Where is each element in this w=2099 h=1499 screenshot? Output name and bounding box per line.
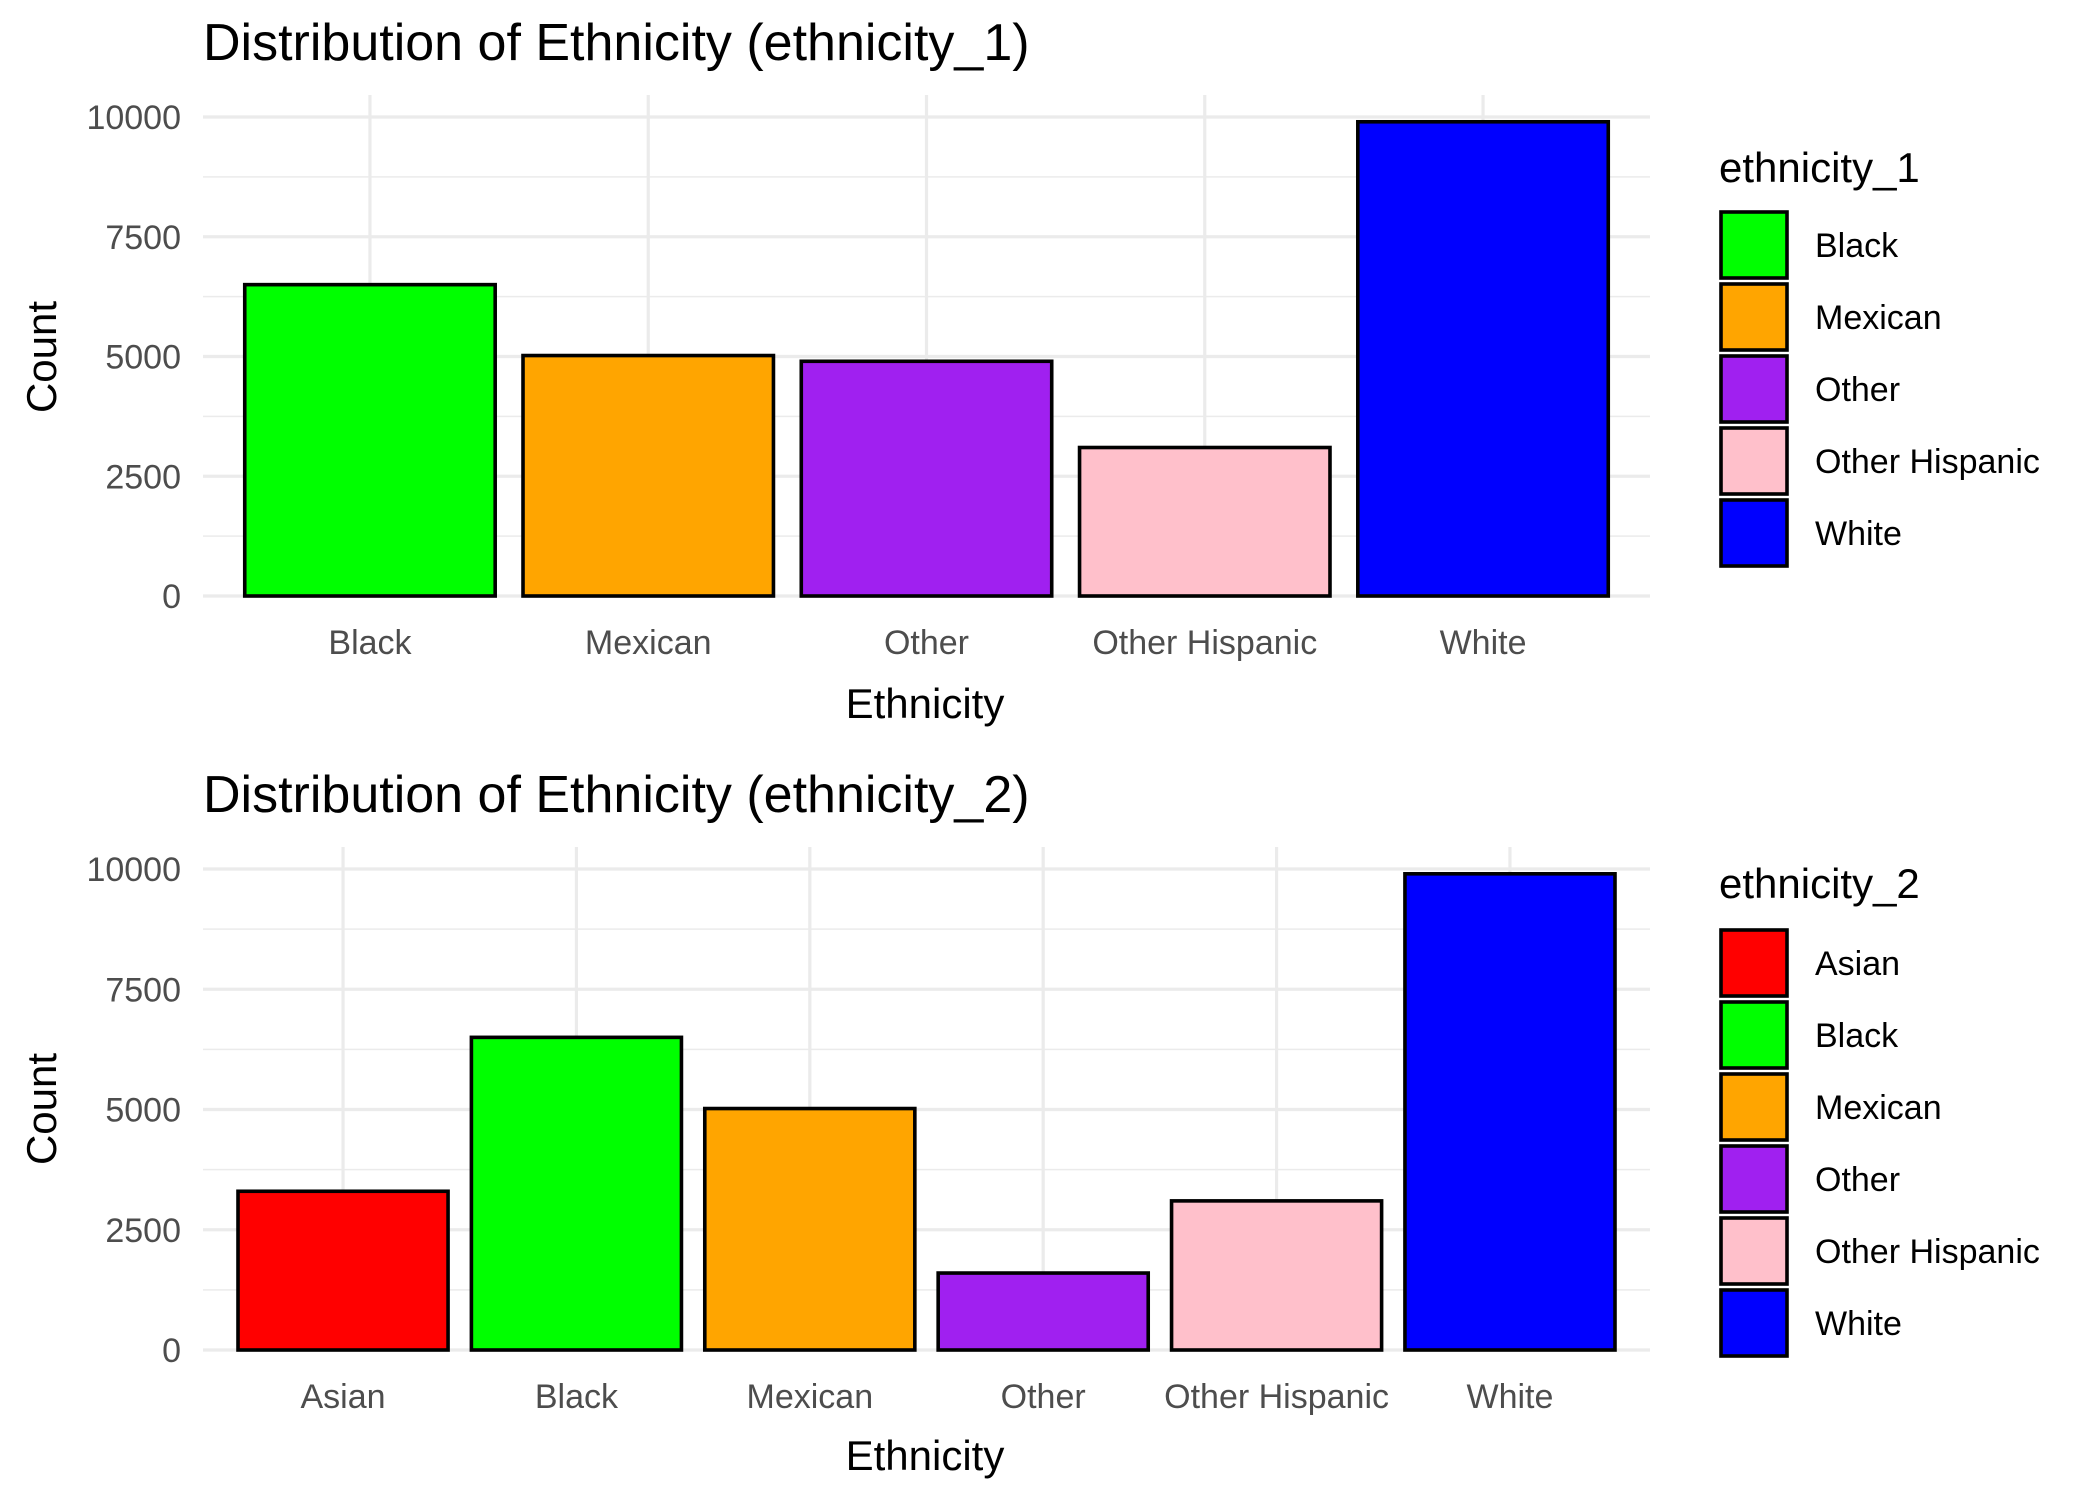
legend-title: ethnicity_2 [1719, 860, 1920, 907]
legend-key [1719, 210, 1789, 280]
bar [469, 1035, 684, 1352]
x-tick-labels: Black Mexican Other Other Hispanic White [328, 624, 1526, 662]
legend-label: White [1815, 515, 1902, 553]
y-tick-labels: 0 2500 5000 7500 10000 [86, 99, 181, 616]
x-tick-label: Mexican [585, 624, 712, 662]
legend-items: Asian Black Mexican Other Other Hispanic Whit… [1719, 928, 2040, 1358]
y-tick-labels: 0 2500 5000 7500 10000 [86, 851, 181, 1370]
bar [242, 282, 497, 598]
bars [236, 872, 1617, 1352]
y-tick-label: 10000 [86, 99, 181, 137]
legend-key [1719, 1072, 1789, 1142]
legend-label: Other Hispanic [1815, 1233, 2040, 1271]
legend-key [1719, 928, 1789, 998]
chart-title: Distribution of Ethnicity (ethnicity_2) [203, 766, 1030, 824]
chart-panel-1: Distribution of Ethnicity (ethnicity_1) … [18, 14, 2040, 727]
bar [936, 1271, 1151, 1352]
bar [1077, 445, 1332, 598]
bars [242, 119, 1611, 598]
bar [521, 353, 776, 598]
x-tick-label: Other Hispanic [1092, 624, 1317, 662]
legend-label: Black [1815, 227, 1899, 265]
legend-key [1719, 426, 1789, 496]
x-tick-label: White [1440, 624, 1527, 662]
legend-label: Other Hispanic [1815, 443, 2040, 481]
legend-key [1719, 282, 1789, 352]
legend-label: Black [1815, 1017, 1899, 1055]
legend-key [1719, 1144, 1789, 1214]
legend: ethnicity_1 Black Mexican Other Other Hispa… [1719, 144, 2040, 568]
x-tick-label: White [1467, 1378, 1554, 1416]
x-tick-label: Other [1001, 1378, 1086, 1416]
y-tick-label: 7500 [105, 971, 181, 1009]
bar [799, 359, 1054, 598]
bar [1403, 872, 1617, 1352]
bar [702, 1106, 917, 1352]
y-tick-label: 10000 [86, 851, 181, 889]
x-tick-label: Black [328, 624, 412, 662]
x-tick-label: Black [535, 1378, 619, 1416]
y-tick-label: 2500 [105, 458, 181, 496]
x-tick-label: Other Hispanic [1164, 1378, 1389, 1416]
x-tick-label: Mexican [747, 1378, 874, 1416]
y-axis-title: Count [18, 301, 65, 413]
legend-title: ethnicity_1 [1719, 144, 1920, 191]
legend-label: Mexican [1815, 1089, 1942, 1127]
legend-key [1719, 1216, 1789, 1286]
legend-label: Asian [1815, 945, 1900, 983]
legend-label: Other [1815, 1161, 1900, 1199]
legend-key [1719, 1288, 1789, 1358]
bar [1169, 1199, 1384, 1352]
legend-label: White [1815, 1305, 1902, 1343]
y-tick-label: 7500 [105, 219, 181, 257]
bar [1356, 119, 1611, 598]
y-axis-title: Count [18, 1053, 65, 1165]
bar [236, 1189, 450, 1352]
y-tick-label: 2500 [105, 1212, 181, 1250]
legend: ethnicity_2 Asian Black Mexican Other Other … [1719, 860, 2040, 1358]
legend-key [1719, 1000, 1789, 1070]
x-tick-label: Other [884, 624, 969, 662]
x-axis-title: Ethnicity [846, 680, 1005, 727]
x-tick-labels: Asian Black Mexican Other Other Hispanic Whit… [301, 1378, 1554, 1416]
legend-label: Mexican [1815, 299, 1942, 337]
y-tick-label: 0 [162, 578, 181, 616]
legend-key [1719, 354, 1789, 424]
legend-key [1719, 498, 1789, 568]
chart-title: Distribution of Ethnicity (ethnicity_1) [203, 14, 1030, 72]
y-tick-label: 5000 [105, 339, 181, 377]
y-tick-label: 5000 [105, 1092, 181, 1130]
x-axis-title: Ethnicity [846, 1432, 1005, 1479]
y-tick-label: 0 [162, 1332, 181, 1370]
legend-label: Other [1815, 371, 1900, 409]
legend-items: Black Mexican Other Other Hispanic White [1719, 210, 2040, 568]
x-tick-label: Asian [301, 1378, 386, 1416]
chart-panel-2: Distribution of Ethnicity (ethnicity_2) … [18, 766, 2040, 1479]
